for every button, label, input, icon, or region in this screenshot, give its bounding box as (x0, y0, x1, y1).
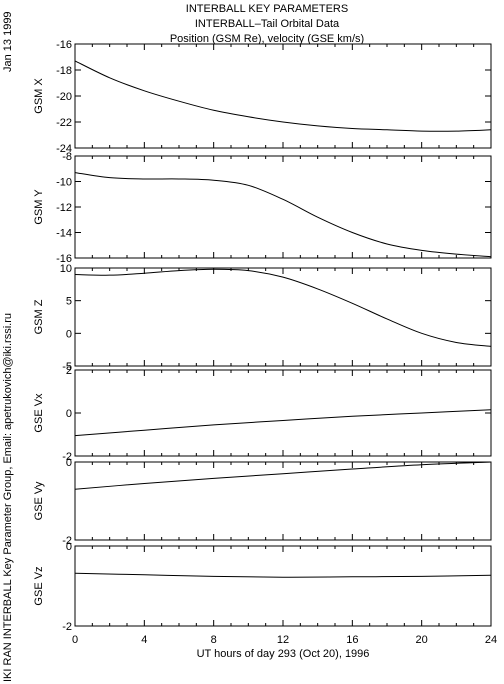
series-line (74, 60, 492, 132)
y-tick-label: -12 (56, 202, 72, 214)
y-tick-label: -16 (56, 253, 72, 265)
series-line (74, 172, 492, 258)
chart-titles: INTERBALL KEY PARAMETERS INTERBALL–Tail … (0, 2, 504, 47)
x-tick-label: 12 (277, 634, 289, 646)
y-tick-label: 0 (66, 541, 72, 553)
x-tick-label: 24 (485, 634, 497, 646)
y-tick-label: 5 (66, 296, 72, 308)
y-tick-label: -18 (56, 65, 72, 77)
panel-frame (74, 545, 492, 627)
y-tick-label: 2 (66, 365, 72, 377)
y-tick-label: -20 (56, 91, 72, 103)
panel-frame (74, 267, 492, 367)
x-tick-label: 4 (141, 634, 147, 646)
panel-frame (74, 155, 492, 259)
y-tick-label: -16 (56, 39, 72, 51)
y-tick-label: 0 (66, 408, 72, 420)
panel-frame (74, 43, 492, 149)
y-tick-label: -22 (56, 117, 72, 129)
y-tick-label: -14 (56, 228, 72, 240)
x-tick-label: 20 (416, 634, 428, 646)
y-tick-label: -24 (56, 143, 72, 155)
y-tick-label: 0 (66, 328, 72, 340)
y-axis-label: GSE Vz (33, 566, 45, 605)
title-line-2: INTERBALL–Tail Orbital Data (194, 18, 340, 30)
x-tick-label: 0 (72, 634, 78, 646)
x-axis-label: UT hours of day 293 (Oct 20), 1996 (196, 648, 370, 660)
title-line-3: Position (GSM Re), velocity (GSE km/s) (169, 33, 365, 45)
y-tick-label: -5 (62, 361, 72, 373)
y-tick-label: -2 (62, 451, 72, 463)
x-tick-label: 8 (211, 634, 217, 646)
y-tick-label: 10 (60, 263, 72, 275)
y-tick-label: -8 (62, 151, 72, 163)
y-axis-label: GSE Vx (33, 393, 45, 433)
series-line (74, 409, 492, 437)
series-line (74, 572, 492, 578)
y-axis-label: GSM Y (33, 189, 45, 225)
y-axis-label: GSM X (33, 78, 45, 114)
y-tick-label: -10 (56, 177, 72, 189)
series-line (74, 461, 492, 490)
y-axis-label: GSE Vy (33, 481, 45, 520)
series-line (74, 268, 492, 347)
x-tick-label: 16 (346, 634, 358, 646)
y-axis-label: GSM Z (33, 299, 45, 334)
y-tick-label: -2 (62, 535, 72, 547)
title-line-1: INTERBALL KEY PARAMETERS (185, 3, 349, 15)
y-tick-label: -2 (62, 621, 72, 633)
y-tick-label: 0 (66, 457, 72, 469)
